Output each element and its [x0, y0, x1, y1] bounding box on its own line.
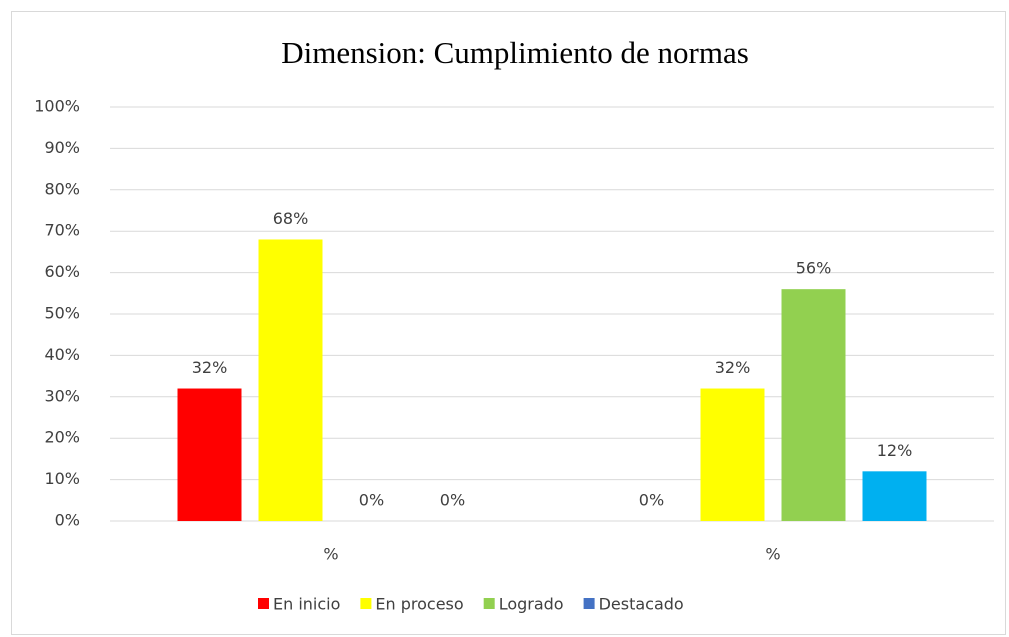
data-label: 32% [715, 358, 751, 377]
x-tick-label: % [323, 545, 338, 564]
data-label: 32% [192, 358, 228, 377]
legend-swatch [360, 598, 372, 609]
data-label: 56% [796, 259, 832, 278]
legend-swatch [583, 598, 595, 609]
legend-label: En proceso [375, 595, 463, 614]
chart-title: Dimension: Cumplimiento de normas [281, 35, 749, 70]
y-tick-label: 10% [44, 469, 80, 488]
y-tick-label: 50% [44, 304, 80, 323]
y-tick-label: 30% [44, 386, 80, 405]
legend-swatch [258, 598, 269, 609]
data-label: 0% [359, 491, 384, 510]
legend-label: Logrado [499, 595, 564, 614]
data-label: 0% [440, 491, 465, 510]
y-tick-label: 80% [44, 179, 80, 198]
x-tick-label: % [765, 545, 780, 564]
chart-border [11, 11, 1006, 635]
y-tick-label: 40% [44, 345, 80, 364]
y-tick-label: 90% [44, 138, 80, 157]
legend-swatch [483, 598, 495, 609]
y-tick-label: 20% [44, 428, 80, 447]
bar [258, 239, 323, 522]
data-label: 12% [877, 441, 913, 460]
y-tick-label: 60% [44, 262, 80, 281]
y-tick-label: 0% [55, 511, 80, 530]
bar [781, 289, 846, 521]
y-tick-label: 70% [44, 221, 80, 240]
bar [862, 471, 927, 521]
y-tick-label: 100% [34, 97, 80, 116]
bar [700, 388, 765, 521]
data-label: 68% [273, 209, 309, 228]
legend-label: En inicio [273, 595, 340, 614]
legend-label: Destacado [599, 595, 684, 614]
data-label: 0% [639, 491, 664, 510]
bar [177, 388, 242, 521]
